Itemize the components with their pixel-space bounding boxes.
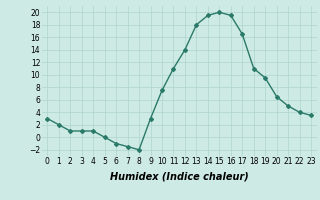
X-axis label: Humidex (Indice chaleur): Humidex (Indice chaleur) bbox=[110, 172, 249, 182]
